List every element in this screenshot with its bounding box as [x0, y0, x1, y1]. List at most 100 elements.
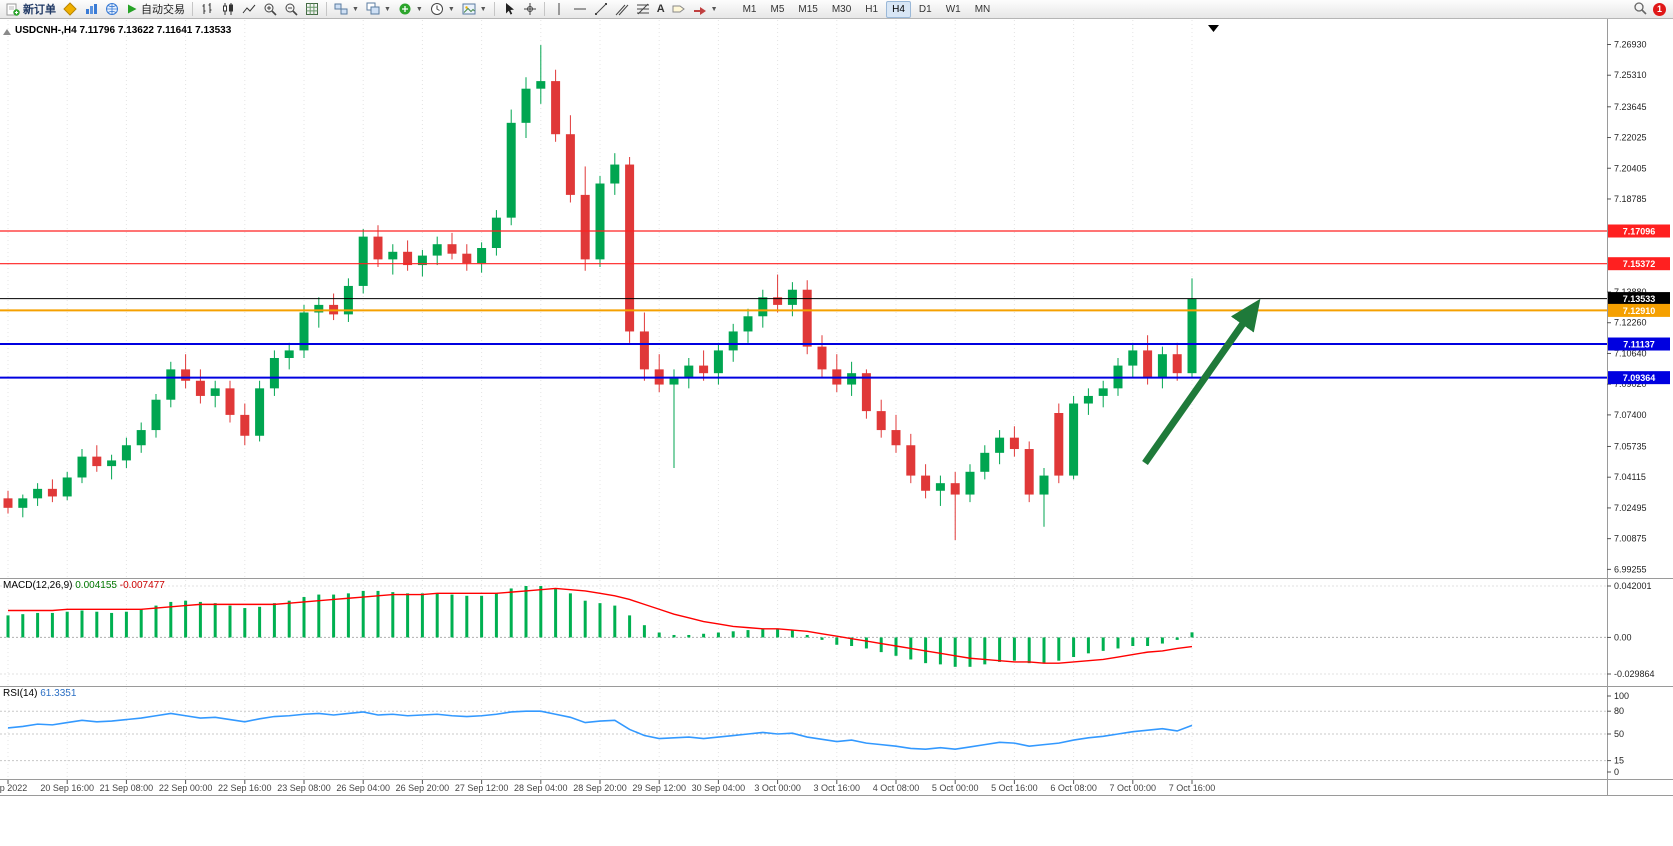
macd-panel: 0.042001 0.00 -0.029864 [0, 581, 1655, 679]
label-tool-button[interactable] [669, 1, 689, 18]
chevron-down-icon: ▼ [383, 5, 391, 13]
chevron-down-icon: ▼ [352, 5, 359, 13]
svg-text:6.99255: 6.99255 [1614, 564, 1647, 574]
svg-text:7.18785: 7.18785 [1614, 194, 1647, 204]
chevron-down-icon: ▼ [710, 5, 718, 13]
add-indicator-button[interactable]: ▼ [395, 1, 426, 18]
rsi-name: RSI(14) [3, 688, 38, 699]
one-click-trading-toggle[interactable] [3, 29, 11, 35]
new-order-button[interactable]: 新订单 [3, 1, 59, 18]
line-chart-type-button[interactable] [239, 1, 259, 18]
cursor-tool-button[interactable] [499, 1, 519, 18]
svg-text:7.13880: 7.13880 [1614, 287, 1647, 297]
svg-text:100: 100 [1614, 691, 1629, 701]
arrange-windows-button[interactable]: ▼ [363, 1, 394, 18]
svg-text:20 Sep 16:00: 20 Sep 16:00 [40, 783, 94, 793]
svg-text:80: 80 [1614, 706, 1624, 716]
trendline-tool-button[interactable] [591, 1, 611, 18]
zoom-in-button[interactable] [260, 1, 280, 18]
timeframe-MN[interactable]: MN [974, 3, 991, 15]
horizontal-line-tool-button[interactable] [570, 1, 590, 18]
svg-text:7.12910: 7.12910 [1623, 306, 1656, 316]
chevron-down-icon: ▼ [447, 5, 455, 13]
auto-trading-button[interactable]: 自动交易 [123, 1, 188, 18]
cursor-icon [502, 2, 516, 16]
chart-screenshot-button[interactable]: ▼ [459, 1, 490, 18]
vertical-line-icon [552, 2, 566, 16]
line-chart-icon [242, 2, 256, 16]
svg-text:22 Sep 00:00: 22 Sep 00:00 [159, 783, 213, 793]
candlestick-chart-icon [221, 2, 235, 16]
bar-chart-type-button[interactable] [197, 1, 217, 18]
chart-shift-marker[interactable] [1208, 25, 1219, 32]
rsi-panel: 100 80 50 150 [0, 691, 1629, 777]
market-depth-button[interactable] [81, 1, 101, 18]
channel-icon [615, 2, 629, 16]
rsi-line [7, 710, 1193, 751]
search-icon[interactable] [1633, 1, 1647, 18]
panel-separators[interactable] [0, 19, 1673, 796]
fibonacci-tool-button[interactable] [633, 1, 653, 18]
trend-arrow-annotation[interactable] [1142, 298, 1261, 466]
timeframe-M15[interactable]: M15 [798, 3, 818, 15]
toolbar-separator [543, 2, 545, 16]
svg-text:7.17096: 7.17096 [1623, 227, 1656, 237]
level-lines[interactable] [0, 230, 1607, 379]
time-axis[interactable]: Sep 2022 20 Sep 16:00 21 Sep 08:00 22 Sep 0… [0, 780, 1215, 793]
tile-windows-button[interactable]: ▼ [331, 1, 362, 18]
bars-chart-icon [200, 2, 214, 16]
macd-indicator-label: MACD(12,26,9) 0.004155 -0.007477 [3, 580, 165, 591]
favorites-button[interactable] [60, 1, 80, 18]
crosshair-icon [523, 2, 537, 16]
timeframe-H4[interactable]: H4 [886, 0, 911, 18]
svg-text:4 Oct 08:00: 4 Oct 08:00 [873, 783, 920, 793]
main-toolbar: 新订单 自动交易 ▼ ▼ ▼ ▼ ▼ A ▼ M1 M5 M15 M30 H1 H4 D1 W… [0, 0, 1673, 19]
rsi-indicator-label: RSI(14) 61.3351 [3, 688, 76, 699]
svg-text:7.20405: 7.20405 [1614, 163, 1647, 173]
grid-toggle-button[interactable] [302, 1, 322, 18]
channel-tool-button[interactable] [612, 1, 632, 18]
svg-text:27 Sep 12:00: 27 Sep 12:00 [455, 783, 509, 793]
svg-text:7.12260: 7.12260 [1614, 318, 1647, 328]
svg-text:7.11137: 7.11137 [1623, 340, 1655, 350]
notification-badge[interactable]: 1 [1653, 2, 1666, 16]
timeframe-M5[interactable]: M5 [770, 3, 785, 15]
svg-text:7.09364: 7.09364 [1623, 373, 1656, 383]
zoom-out-icon [284, 2, 298, 16]
timeframe-group: M1 M5 M15 M30 H1 H4 D1 W1 MN [736, 0, 998, 18]
svg-text:7.04115: 7.04115 [1614, 472, 1646, 482]
svg-text:7.25310: 7.25310 [1614, 70, 1647, 80]
timeframe-M30[interactable]: M30 [831, 3, 852, 15]
blue-globe-icon [105, 2, 119, 16]
svg-text:7.05735: 7.05735 [1614, 441, 1647, 451]
zoom-out-button[interactable] [281, 1, 301, 18]
grid-icon [305, 2, 319, 16]
svg-text:7.13533: 7.13533 [1623, 294, 1656, 304]
svg-text:6 Oct 08:00: 6 Oct 08:00 [1050, 783, 1097, 793]
candlestick-chart-type-button[interactable] [218, 1, 238, 18]
plus-icon [398, 2, 412, 16]
svg-text:0.00: 0.00 [1614, 632, 1632, 642]
chart-ohlc-info: USDCNH-,H4 7.11796 7.13622 7.11641 7.135… [15, 25, 232, 36]
timeframe-M1[interactable]: M1 [742, 3, 757, 15]
svg-text:15: 15 [1614, 756, 1624, 766]
timeframe-W1[interactable]: W1 [945, 3, 961, 15]
shapes-tool-button[interactable]: ▼ [690, 1, 721, 18]
economic-calendar-button[interactable] [102, 1, 122, 18]
timeframe-D1[interactable]: D1 [918, 3, 932, 15]
fibonacci-icon [636, 2, 650, 16]
rsi-value: 61.3351 [40, 688, 77, 699]
svg-text:3 Oct 00:00: 3 Oct 00:00 [754, 783, 801, 793]
new-order-label: 新订单 [23, 4, 56, 16]
timeframe-period-button[interactable]: ▼ [427, 1, 458, 18]
timeframe-H1[interactable]: H1 [865, 3, 879, 15]
crosshair-tool-button[interactable] [520, 1, 540, 18]
toolbar-separator [493, 2, 495, 16]
text-tool-button[interactable]: A [654, 1, 668, 18]
candlestick-series [3, 45, 1197, 541]
auto-trading-label: 自动交易 [141, 4, 185, 16]
price-axis[interactable]: 7.26930 7.25310 7.23645 7.22025 7.20405 7.187… [1607, 40, 1670, 575]
vertical-line-tool-button[interactable] [549, 1, 569, 18]
svg-text:7.23645: 7.23645 [1614, 102, 1647, 112]
